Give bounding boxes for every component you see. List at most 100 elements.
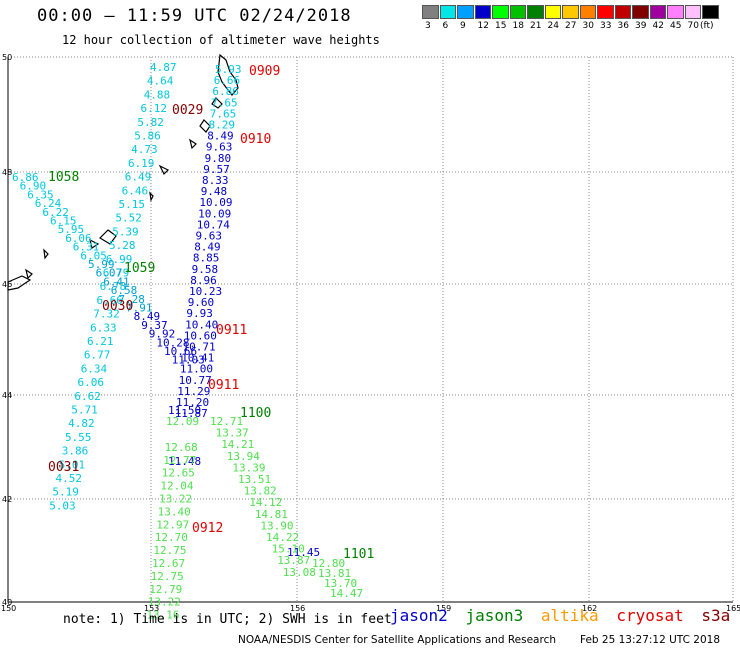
legend-swatch: [562, 5, 579, 19]
credit-line: NOAA/NESDIS Center for Satellite Applica…: [238, 634, 556, 646]
lat-tick-label: 50: [2, 53, 12, 62]
swh-value-track-a: 6.77: [84, 349, 111, 362]
island-outline: [211, 97, 223, 109]
swh-value-track-c: 12.97: [156, 518, 189, 531]
legend-label: 24: [547, 21, 559, 31]
pass-time-label: 0911: [208, 378, 239, 393]
pass-time-label: 1059: [124, 261, 155, 276]
swh-value-track-b: 11.87: [175, 407, 208, 420]
swh-value-track-b: 10.40: [185, 318, 218, 331]
swh-value-track-b: 9.63: [196, 230, 223, 243]
legend-swatch: [422, 5, 439, 19]
swh-value-track-a: 6.66: [96, 294, 123, 307]
swh-value-track-b: 8.49: [207, 130, 234, 143]
swh-value-track-d: 14.47: [330, 587, 363, 600]
swh-value-track-e: 6.06: [65, 232, 92, 245]
legend-swatch: [579, 5, 596, 19]
swh-value-track-a: 4.82: [68, 417, 95, 430]
pass-time-label: 0909: [249, 64, 280, 79]
legend-swatch: [544, 5, 561, 19]
swh-value-track-a: 4.87: [150, 61, 177, 74]
swh-value-track-b: 6.86: [212, 85, 239, 98]
swh-value-track-d: 13.37: [216, 427, 249, 440]
swh-value-track-e: 6.07: [96, 267, 123, 280]
legend-swatch: [457, 5, 474, 19]
mission-cryosat: cryosat: [616, 606, 684, 625]
color-legend: 3 6 9 12 15 18 21 24 27 30 33 36 39 42 45 70 (ft): [422, 5, 720, 31]
island-outline: [149, 191, 154, 202]
swh-value-track-a: 6.21: [87, 335, 114, 348]
swh-value-track-b: 9.60: [188, 296, 215, 309]
swh-value-track-b: 9.58: [192, 263, 219, 276]
swh-value-track-e: 10.28: [156, 336, 189, 349]
swh-value-track-b: 11.00: [180, 363, 213, 376]
legend-swatch: [492, 5, 509, 19]
swh-value-track-a: 6.19: [128, 157, 155, 170]
swh-value-track-c: 12.75: [151, 570, 184, 583]
swh-value-track-a: 6.62: [74, 390, 101, 403]
legend-label: 9: [460, 21, 466, 31]
pass-time-label: 0031: [48, 460, 79, 475]
legend-swatch: [614, 5, 631, 19]
legend-swatch: [474, 5, 491, 19]
mission-legend: jason2 jason3 altika cryosat s3a: [390, 606, 738, 625]
legend-label: 3: [425, 21, 431, 31]
swh-value-track-e: 5.95: [58, 223, 85, 236]
swh-value-track-d: 13.82: [244, 485, 277, 498]
swh-value-track-d: 15.10: [272, 543, 305, 556]
swh-value-track-b: 11.20: [176, 396, 209, 409]
legend-swatch: [702, 5, 719, 19]
swh-value-track-e: 6.15: [50, 215, 77, 228]
swh-value-track-a: 6.78: [100, 280, 127, 293]
swh-value-track-d: 11.45: [287, 546, 320, 559]
pass-time-label: 0910: [240, 132, 271, 147]
swh-value-track-a: 5.15: [119, 198, 146, 211]
swh-value-track-d: 13.08: [283, 566, 316, 579]
swh-value-track-d: 14.21: [221, 438, 254, 451]
island-outline: [189, 138, 197, 150]
swh-value-track-e: 6.86: [12, 171, 39, 184]
swh-labels: 4.874.644.886.125.825.864.736.196.496.46…: [12, 61, 374, 622]
swh-value-track-b: 9.57: [203, 163, 230, 176]
legend-swatch: [632, 5, 649, 19]
swh-value-track-d: 14.12: [249, 496, 282, 509]
swh-value-track-a: 5.55: [65, 431, 92, 444]
swh-value-track-c: 12.77: [163, 454, 196, 467]
swh-value-track-b: 10.23: [189, 285, 222, 298]
legend-label: 30: [582, 21, 594, 31]
swh-value-track-e: 9.92: [149, 328, 176, 341]
swh-value-track-c: 12.65: [162, 467, 195, 480]
swh-value-track-c: 13.40: [158, 505, 191, 518]
footnote: note: 1) Time is in UTC; 2) SWH is in fe…: [63, 612, 392, 627]
legend-label: 36: [617, 21, 629, 31]
swh-value-track-a: 5.39: [112, 225, 139, 238]
swh-value-track-e: 6.24: [35, 197, 62, 210]
swh-value-track-b: 10.60: [184, 329, 217, 342]
credit-date: Feb 25 13:27:12 UTC 2018: [580, 634, 720, 646]
island-outline: [217, 53, 239, 96]
swh-value-track-c: 13.16: [146, 609, 179, 622]
legend-label: 12: [477, 21, 489, 31]
swh-value-track-a: 4.52: [56, 472, 83, 485]
swh-value-track-c: 13.22: [159, 493, 192, 506]
swh-value-track-b: 8.96: [190, 274, 217, 287]
swh-value-track-c: 11.50: [168, 404, 201, 417]
legend-label: 39: [635, 21, 647, 31]
mission-jason2: jason2: [390, 606, 448, 625]
swh-value-track-b: 9.63: [206, 141, 233, 154]
legend-label: 21: [530, 21, 542, 31]
swh-value-track-c: 12.09: [166, 415, 199, 428]
swh-value-track-a: 6.49: [125, 171, 152, 184]
swh-value-track-e: 6.31: [73, 241, 100, 254]
swh-value-track-a: 4.73: [131, 143, 158, 156]
island-outline: [25, 268, 33, 280]
swh-value-track-c: 11.48: [168, 455, 201, 468]
swh-value-track-e: 5.99: [88, 258, 115, 271]
island-outline: [89, 238, 100, 249]
swh-value-track-e: 9.37: [141, 319, 168, 332]
swh-value-track-d: 14.22: [266, 531, 299, 544]
swh-value-track-e: 7.28: [118, 293, 144, 306]
swh-value-track-e: 6.90: [20, 180, 46, 193]
swh-value-track-e: 6.22: [42, 206, 69, 219]
lon-tick-label: 162: [582, 604, 597, 613]
